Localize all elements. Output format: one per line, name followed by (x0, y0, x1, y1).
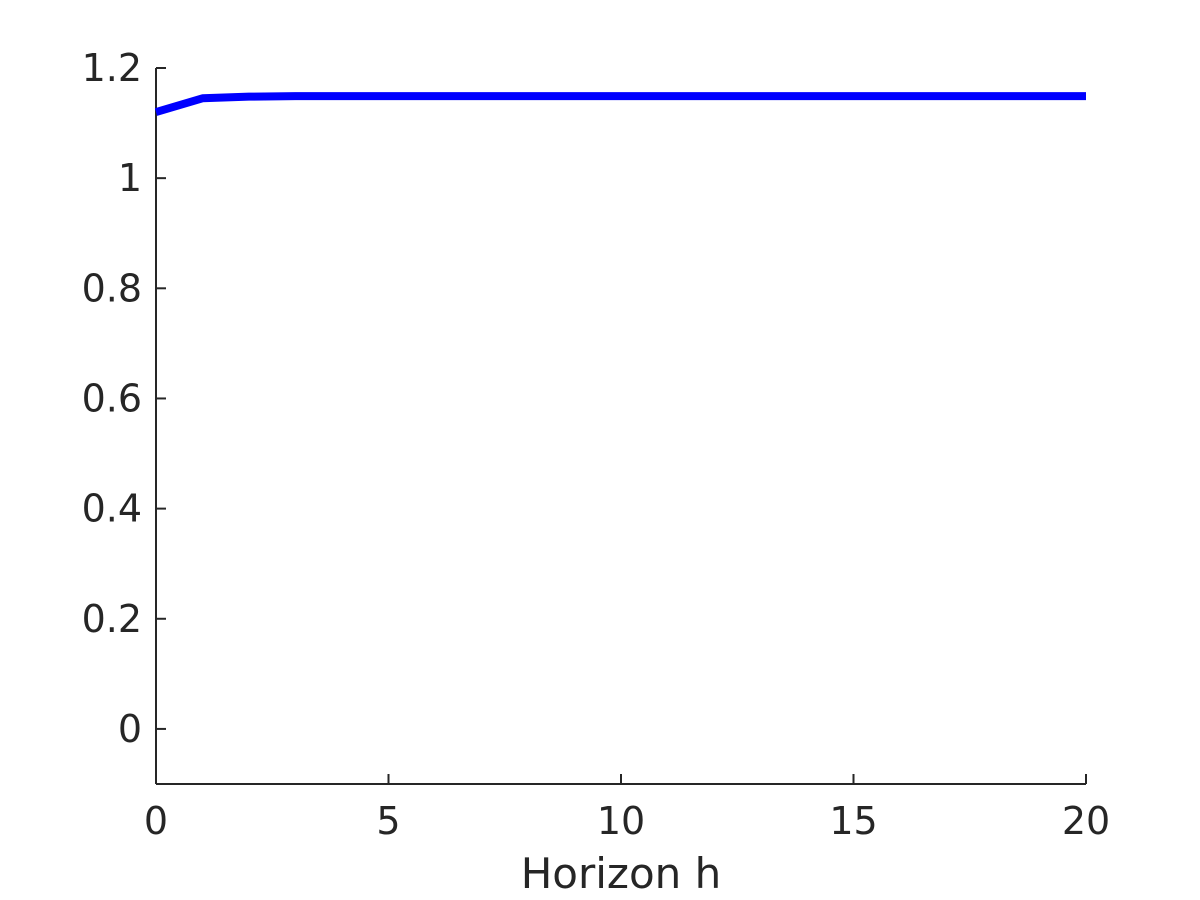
y-axis-ticks: 0 0.2 0.4 0.6 0.8 1 1.2 (82, 46, 166, 751)
y-tick-label: 0.4 (82, 487, 142, 531)
y-tick-label: 0 (118, 707, 142, 751)
x-tick-label: 0 (144, 799, 168, 843)
y-tick-label: 0.8 (82, 266, 142, 310)
series-line (154, 92, 1086, 116)
x-tick-label: 5 (376, 799, 400, 843)
x-axis-label: Horizon h (521, 849, 722, 898)
x-tick-label: 20 (1062, 799, 1110, 843)
x-tick-label: 15 (829, 799, 877, 843)
x-axis-ticks: 0 5 10 15 20 (144, 774, 1110, 843)
series-layer (154, 92, 1086, 116)
y-tick-label: 1 (118, 156, 142, 200)
y-tick-label: 0.2 (82, 597, 142, 641)
y-tick-label: 1.2 (82, 46, 142, 90)
y-tick-label: 0.6 (82, 376, 142, 420)
x-tick-label: 10 (597, 799, 645, 843)
